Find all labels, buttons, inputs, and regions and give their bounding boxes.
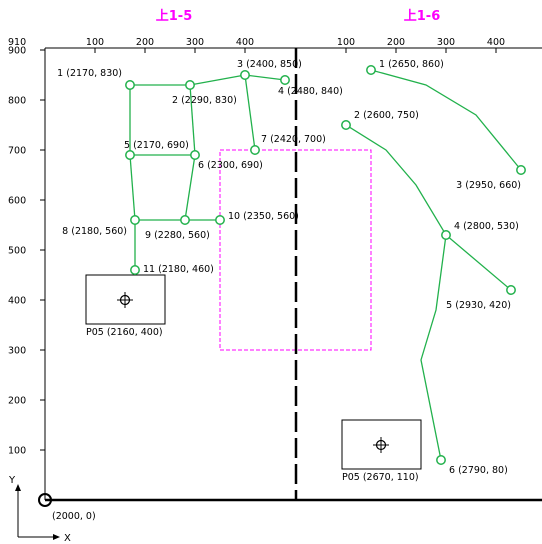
axis-ticks: 910 100 200 300 400 100 200 300 4009008007006005… bbox=[8, 37, 505, 457]
point-label: 10 (2350, 560) bbox=[228, 211, 299, 222]
top-tick-label-right: 100 bbox=[337, 37, 355, 48]
y-axis-letter: Y bbox=[8, 475, 16, 486]
x-axis-letter: X bbox=[64, 533, 71, 544]
survey-point-icon bbox=[241, 71, 249, 79]
point-label: 6 (2300, 690) bbox=[198, 160, 263, 171]
survey-point-icon bbox=[367, 66, 375, 74]
survey-point-icon bbox=[216, 216, 224, 224]
survey-point-icon bbox=[342, 121, 350, 129]
y-tick-label: 500 bbox=[8, 246, 26, 257]
survey-point-icon bbox=[517, 166, 525, 174]
survey-point-icon bbox=[437, 456, 445, 464]
survey-point-icon bbox=[281, 76, 289, 84]
marker-label: P05 (2160, 400) bbox=[86, 327, 163, 338]
top-tick-label-right: 400 bbox=[487, 37, 505, 48]
path-edge bbox=[245, 75, 285, 80]
point-label: 7 (2420, 700) bbox=[261, 134, 326, 145]
top-tick-label-left: 400 bbox=[236, 37, 254, 48]
y-tick-label: 800 bbox=[8, 96, 26, 107]
survey-point-icon bbox=[131, 266, 139, 274]
section-title-left: 上1-5 bbox=[156, 9, 193, 24]
path-edge bbox=[130, 155, 135, 220]
survey-point-icon bbox=[191, 151, 199, 159]
point-label: 6 (2790, 80) bbox=[449, 465, 508, 476]
x-arrow-head-icon bbox=[53, 534, 60, 540]
y-tick-label: 300 bbox=[8, 346, 26, 357]
survey-point-icon bbox=[442, 231, 450, 239]
y-tick-label: 900 bbox=[8, 46, 26, 57]
y-arrow-head-icon bbox=[15, 484, 21, 491]
point-label: 1 (2170, 830) bbox=[57, 68, 122, 79]
point-label: 8 (2180, 560) bbox=[62, 226, 127, 237]
point-label: 2 (2290, 830) bbox=[172, 95, 237, 106]
y-tick-label: 100 bbox=[8, 446, 26, 457]
point-label: 2 (2600, 750) bbox=[354, 110, 419, 121]
survey-point-icon bbox=[251, 146, 259, 154]
point-label: 5 (2170, 690) bbox=[124, 140, 189, 151]
point-label: 4 (2480, 840) bbox=[278, 86, 343, 97]
top-tick-label-right: 300 bbox=[437, 37, 455, 48]
right-path-lines bbox=[346, 70, 521, 460]
y-tick-label: 400 bbox=[8, 296, 26, 307]
y-tick-label: 200 bbox=[8, 396, 26, 407]
point-label: 4 (2800, 530) bbox=[454, 221, 519, 232]
y-tick-label: 700 bbox=[8, 146, 26, 157]
top-tick-label-right: 200 bbox=[387, 37, 405, 48]
point-label: 1 (2650, 860) bbox=[379, 59, 444, 70]
survey-point-icon bbox=[181, 216, 189, 224]
survey-point-icon bbox=[126, 151, 134, 159]
survey-points: 1 (2170, 830) 2 (2290, 830) 3 (2400, 850) 4… bbox=[57, 59, 525, 476]
origin-label: (2000, 0) bbox=[52, 511, 96, 522]
top-tick-label-left: 200 bbox=[136, 37, 154, 48]
y-tick-label: 600 bbox=[8, 196, 26, 207]
survey-point-icon bbox=[126, 81, 134, 89]
path-edge bbox=[190, 75, 245, 85]
point-label: 11 (2180, 460) bbox=[143, 264, 214, 275]
marker-label: P05 (2670, 110) bbox=[342, 472, 419, 483]
point-label: 5 (2930, 420) bbox=[446, 300, 511, 311]
survey-point-icon bbox=[131, 216, 139, 224]
point-label: 3 (2950, 660) bbox=[456, 180, 521, 191]
survey-point-icon bbox=[507, 286, 515, 294]
path-polyline bbox=[421, 235, 446, 460]
section-title-right: 上1-6 bbox=[404, 9, 441, 24]
top-tick-label-left: 100 bbox=[86, 37, 104, 48]
top-tick-label-left: 300 bbox=[186, 37, 204, 48]
survey-point-icon bbox=[186, 81, 194, 89]
point-label: 3 (2400, 850) bbox=[237, 59, 302, 70]
point-label: 9 (2280, 560) bbox=[145, 230, 210, 241]
path-edge bbox=[185, 155, 195, 220]
path-edge bbox=[245, 75, 255, 150]
